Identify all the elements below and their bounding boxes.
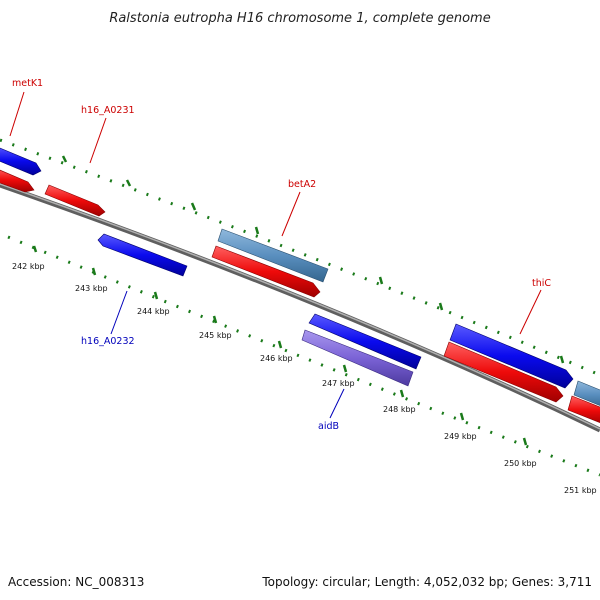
- tick-label: 249 kbp: [444, 432, 477, 441]
- gene-aidB-arrow[interactable]: [301, 329, 414, 387]
- gene-forward-arrow[interactable]: [0, 168, 35, 193]
- major-tick: [91, 267, 97, 276]
- major-tick: [61, 155, 68, 163]
- gene-label-betA2[interactable]: betA2: [288, 179, 316, 190]
- major-tick: [32, 245, 38, 253]
- major-tick: [212, 315, 218, 324]
- leader-metK1: [9, 91, 25, 137]
- accession-text: Accession: NC_008313: [8, 575, 144, 589]
- tick-label: 248 kbp: [383, 405, 416, 414]
- gene-h16-A0231-arrow[interactable]: [44, 184, 106, 217]
- tick-label: 245 kbp: [199, 331, 232, 340]
- gene-betA2-steel-arrow[interactable]: [217, 228, 329, 283]
- leader-h16-A0231: [89, 117, 107, 164]
- tick-label: 243 kbp: [75, 284, 108, 293]
- gene-forward-arrow[interactable]: [443, 341, 564, 403]
- major-tick: [438, 302, 444, 311]
- major-tick: [399, 389, 405, 398]
- inner-tick-track: [7, 235, 600, 477]
- major-tick: [254, 226, 260, 235]
- major-tick: [559, 355, 565, 364]
- tick-label: 244 kbp: [137, 307, 170, 316]
- outer-tick-dots: [0, 138, 600, 377]
- tick-labels: 242 kbp 243 kbp 244 kbp 245 kbp 246 kbp …: [12, 262, 597, 495]
- leader-h16-A0232: [110, 290, 128, 335]
- major-tick: [522, 437, 528, 446]
- genome-summary-text: Topology: circular; Length: 4,052,032 bp…: [261, 575, 592, 589]
- label-leaders: [9, 91, 542, 419]
- gene-forward-arrow[interactable]: [567, 395, 600, 425]
- outer-tick-track: [0, 138, 600, 377]
- gene-features: [0, 146, 600, 425]
- gene-steel-arrow[interactable]: [573, 380, 600, 408]
- major-tick: [459, 412, 465, 421]
- gene-h16-A0232-arrow[interactable]: [97, 233, 188, 277]
- gene-metK1-arrow[interactable]: [0, 146, 42, 176]
- gene-label-h16-A0231[interactable]: h16_A0231: [81, 105, 135, 116]
- major-tick: [153, 291, 159, 300]
- gene-reverse-blue-arrow[interactable]: [308, 313, 422, 370]
- leader-thiC: [519, 289, 542, 335]
- major-tick: [277, 340, 283, 349]
- major-tick: [342, 364, 348, 373]
- gene-thiC-arrow[interactable]: [449, 323, 574, 389]
- leader-betA2: [281, 191, 301, 237]
- map-title: Ralstonia eutropha H16 chromosome 1, com…: [109, 11, 490, 26]
- leader-aidB: [329, 388, 345, 419]
- tick-label: 250 kbp: [504, 459, 537, 468]
- gene-label-aidB[interactable]: aidB: [318, 421, 339, 432]
- gene-betA2-arrow[interactable]: [211, 245, 321, 298]
- tick-label: 247 kbp: [322, 379, 355, 388]
- gene-labels: metK1 h16_A0231 betA2 thiC h16_A0232 aid…: [12, 78, 551, 432]
- major-tick: [190, 202, 197, 211]
- gene-label-thiC[interactable]: thiC: [532, 278, 551, 289]
- gene-label-metK1[interactable]: metK1: [12, 78, 43, 89]
- gene-label-h16-A0232[interactable]: h16_A0232: [81, 336, 135, 347]
- tick-label: 251 kbp: [564, 486, 597, 495]
- tick-label: 246 kbp: [260, 354, 293, 363]
- major-tick: [378, 276, 384, 285]
- chromosome-backbone-highlight: [0, 183, 600, 430]
- chromosome-backbone: [0, 182, 600, 433]
- tick-label: 242 kbp: [12, 262, 45, 271]
- major-tick: [125, 179, 132, 187]
